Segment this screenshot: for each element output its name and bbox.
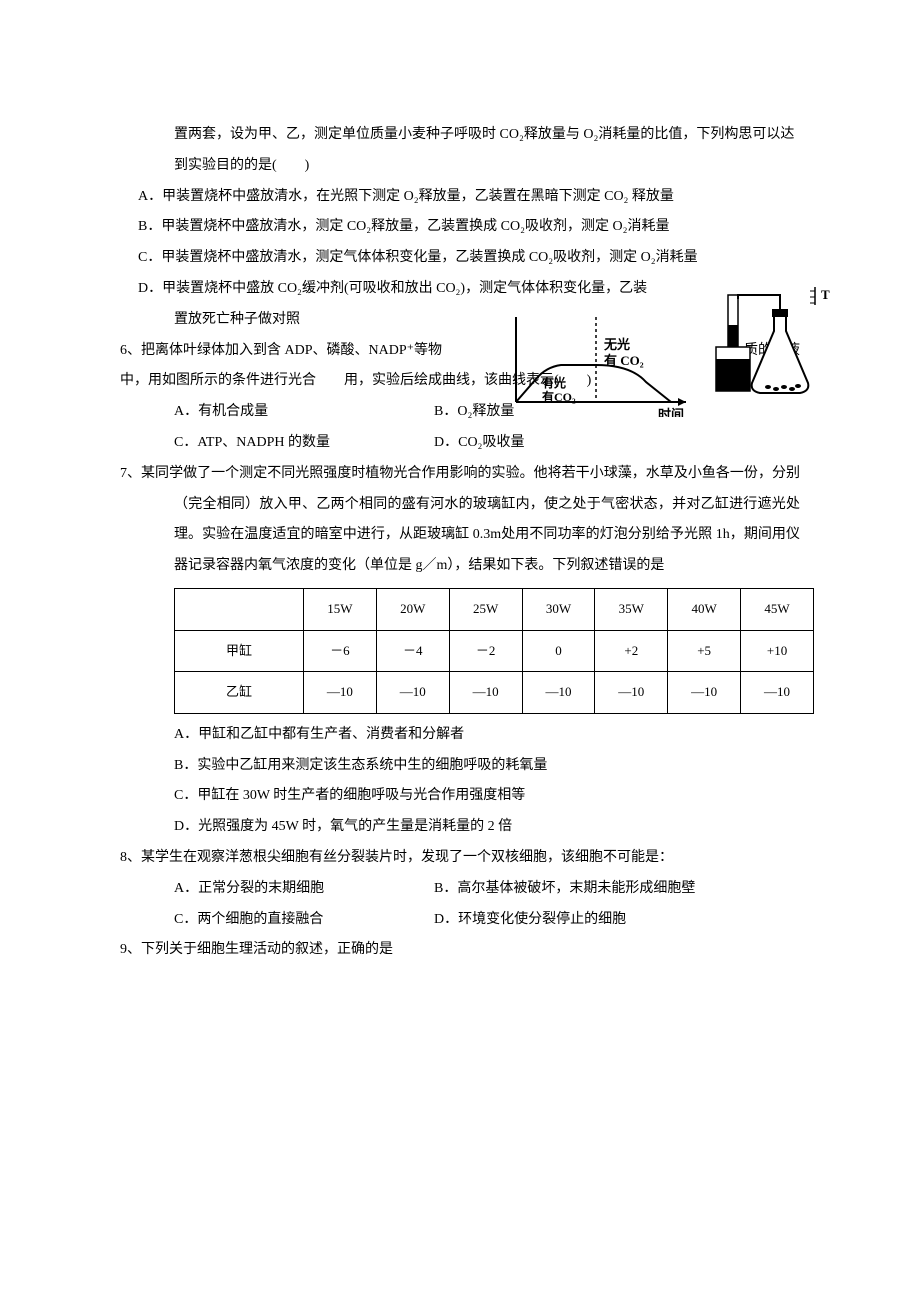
row2-c5: —10 xyxy=(595,672,668,714)
table-header-40w: 40W xyxy=(668,588,741,630)
q6-figures: 有光 有CO₂ 无光 有 CO₂ 时间 T xyxy=(496,287,840,417)
row1-label: 甲缸 xyxy=(175,630,304,672)
row1-c6: +5 xyxy=(668,630,741,672)
q5-stem-cont: 置两套，设为甲、乙，测定单位质量小麦种子呼吸时 CO₂释放量与 O₂消耗量的比值… xyxy=(120,120,800,182)
q8-option-b: B．高尔基体被破坏，末期未能形成细胞壁 xyxy=(434,874,695,905)
fig-label-T: T xyxy=(821,287,830,302)
q6-curve-chart: 有光 有CO₂ 无光 有 CO₂ 时间 xyxy=(496,307,706,417)
table-header-30w: 30W xyxy=(522,588,595,630)
q6-option-c: C．ATP、NADPH 的数量 xyxy=(174,428,434,459)
table-header-20w: 20W xyxy=(376,588,449,630)
row1-c7: +10 xyxy=(741,630,814,672)
row2-c4: —10 xyxy=(522,672,595,714)
fig-label-light-top: 有光 xyxy=(542,375,566,390)
q8-option-d: D．环境变化使分裂停止的细胞 xyxy=(434,905,626,936)
row1-c2: －4 xyxy=(376,630,449,672)
exam-page: 置两套，设为甲、乙，测定单位质量小麦种子呼吸时 CO₂释放量与 O₂消耗量的比值… xyxy=(0,0,920,1302)
row2-c3: —10 xyxy=(449,672,522,714)
q9-stem: 9、下列关于细胞生理活动的叙述，正确的是 xyxy=(120,935,800,966)
table-header-15w: 15W xyxy=(304,588,377,630)
q7-option-c: C．甲缸在 30W 时生产者的细胞呼吸与光合作用强度相等 xyxy=(120,781,800,812)
q7-option-b: B．实验中乙缸用来测定该生态系统中生的细胞呼吸的耗氧量 xyxy=(120,751,800,782)
fig-label-x-axis: 时间 xyxy=(658,407,684,417)
q8-option-a: A．正常分裂的末期细胞 xyxy=(174,874,434,905)
table-header-35w: 35W xyxy=(595,588,668,630)
fig-label-dark-top: 无光 xyxy=(603,337,630,352)
row1-c5: +2 xyxy=(595,630,668,672)
q6-option-d: D．CO₂吸收量 xyxy=(434,428,524,459)
row2-c1: —10 xyxy=(304,672,377,714)
q8-option-c: C．两个细胞的直接融合 xyxy=(174,905,434,936)
table-header-45w: 45W xyxy=(741,588,814,630)
q7-option-d: D．光照强度为 45W 时，氧气的产生量是消耗量的 2 倍 xyxy=(120,812,800,843)
q6-apparatus-figure: T xyxy=(710,287,840,417)
q5-option-a: A．甲装置烧杯中盛放清水，在光照下测定 O₂释放量，乙装置在黑暗下测定 CO₂ … xyxy=(120,182,800,213)
q6-option-a: A．有机合成量 xyxy=(174,397,434,428)
fig-label-light-bot: 有CO₂ xyxy=(542,389,576,404)
table-header-row: 15W 20W 25W 30W 35W 40W 45W xyxy=(175,588,814,630)
q5-option-c: C．甲装置烧杯中盛放清水，测定气体体积变化量，乙装置换成 CO₂吸收剂，测定 O… xyxy=(120,243,800,274)
q6-options-row2: C．ATP、NADPH 的数量 D．CO₂吸收量 xyxy=(120,428,800,459)
row2-c7: —10 xyxy=(741,672,814,714)
q8-stem: 8、某学生在观察洋葱根尖细胞有丝分裂装片时，发现了一个双核细胞，该细胞不可能是： xyxy=(120,843,800,874)
q5-stem-cont-text: 置两套，设为甲、乙，测定单位质量小麦种子呼吸时 CO₂释放量与 O₂消耗量的比值… xyxy=(174,127,794,173)
row2-label: 乙缸 xyxy=(175,672,304,714)
row2-c6: —10 xyxy=(668,672,741,714)
q7-data-table: 15W 20W 25W 30W 35W 40W 45W 甲缸 －6 －4 －2 … xyxy=(174,588,814,714)
row1-c1: －6 xyxy=(304,630,377,672)
row1-c4: 0 xyxy=(522,630,595,672)
row1-c3: －2 xyxy=(449,630,522,672)
q5-option-b: B．甲装置烧杯中盛放清水，测定 CO₂释放量，乙装置换成 CO₂吸收剂，测定 O… xyxy=(120,212,800,243)
q6-block: 置放死亡种子做对照 有光 有CO₂ 无光 有 CO₂ 时间 xyxy=(120,305,800,459)
q8-options-row1: A．正常分裂的末期细胞 B．高尔基体被破坏，末期未能形成细胞壁 xyxy=(120,874,800,905)
table-header-25w: 25W xyxy=(449,588,522,630)
table-row-yi: 乙缸 —10 —10 —10 —10 —10 —10 —10 xyxy=(175,672,814,714)
q7-option-a: A．甲缸和乙缸中都有生产者、消费者和分解者 xyxy=(120,720,800,751)
q7-stem: 7、某同学做了一个测定不同光照强度时植物光合作用影响的实验。他将若干小球藻，水草… xyxy=(120,459,800,582)
fig-label-dark-bot: 有 CO₂ xyxy=(604,353,644,368)
q8-options-row2: C．两个细胞的直接融合 D．环境变化使分裂停止的细胞 xyxy=(120,905,800,936)
table-header-blank xyxy=(175,588,304,630)
row2-c2: —10 xyxy=(376,672,449,714)
table-row-jia: 甲缸 －6 －4 －2 0 +2 +5 +10 xyxy=(175,630,814,672)
q6-stem-line1-pre: 6、把离体叶绿体加入到含 ADP、磷酸、NADP⁺等物 xyxy=(120,336,442,367)
